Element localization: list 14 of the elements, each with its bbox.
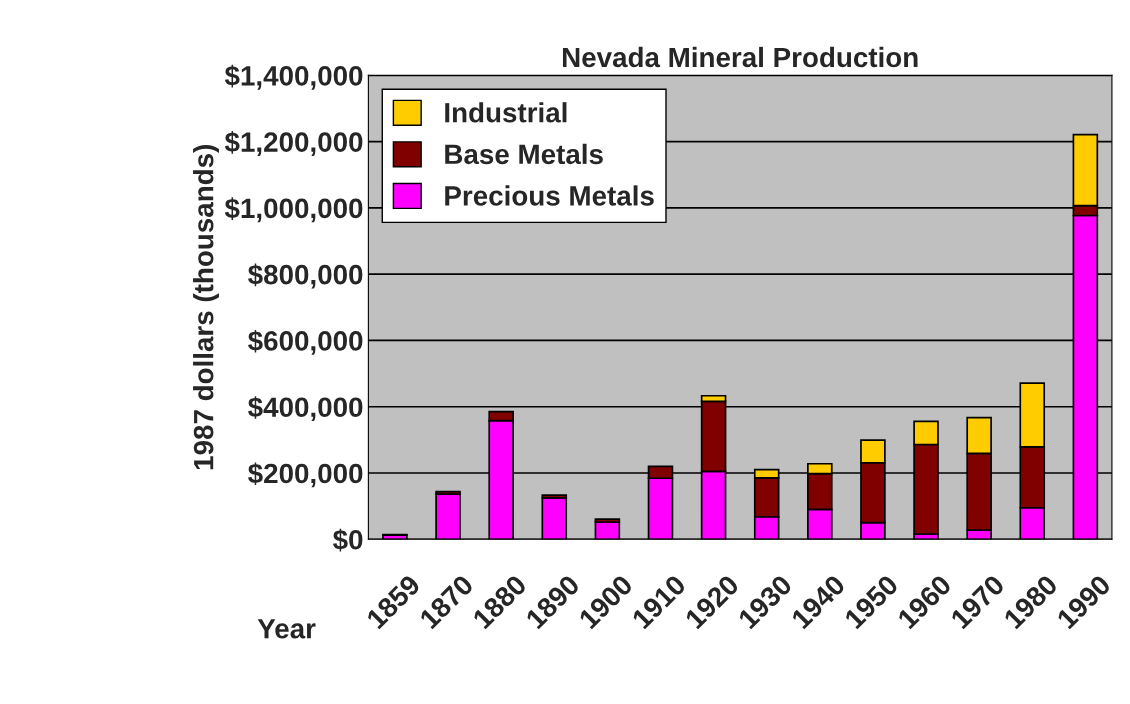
legend-label: Base Metals bbox=[445, 143, 603, 165]
y-tick-label: $1,200,000 bbox=[224, 131, 363, 156]
y-tick-label: $400,000 bbox=[248, 396, 363, 422]
y-tick-label: $1,400,000 bbox=[224, 64, 363, 90]
y-tick-label: $600,000 bbox=[248, 329, 363, 355]
x-axis-title: Year bbox=[257, 619, 316, 639]
legend-label: Industrial bbox=[445, 102, 567, 123]
y-axis-title: 1987 dollars (thousands) bbox=[193, 145, 219, 470]
y-tick-label: $1,000,000 bbox=[224, 197, 363, 223]
y-tick-label: $800,000 bbox=[248, 263, 363, 289]
legend-label: Precious Metals bbox=[445, 185, 654, 206]
y-tick-label: $200,000 bbox=[248, 462, 363, 488]
chart-title: Nevada Mineral Production bbox=[562, 46, 918, 68]
y-tick-label: $0 bbox=[332, 528, 363, 552]
